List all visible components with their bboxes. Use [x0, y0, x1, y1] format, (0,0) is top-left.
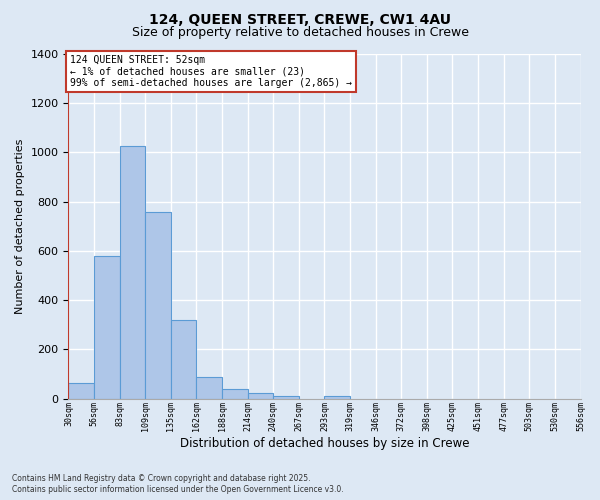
Text: 124 QUEEN STREET: 52sqm
← 1% of detached houses are smaller (23)
99% of semi-det: 124 QUEEN STREET: 52sqm ← 1% of detached…	[70, 55, 352, 88]
Y-axis label: Number of detached properties: Number of detached properties	[15, 138, 25, 314]
Bar	[222, 389, 248, 398]
Bar	[273, 396, 299, 398]
Bar	[145, 212, 171, 398]
Bar	[119, 146, 145, 398]
Bar	[68, 382, 94, 398]
Bar	[248, 392, 273, 398]
Bar	[325, 396, 350, 398]
Bar	[196, 376, 222, 398]
Bar	[94, 256, 119, 398]
Bar	[171, 320, 196, 398]
Text: 124, QUEEN STREET, CREWE, CW1 4AU: 124, QUEEN STREET, CREWE, CW1 4AU	[149, 12, 451, 26]
Text: Size of property relative to detached houses in Crewe: Size of property relative to detached ho…	[131, 26, 469, 39]
X-axis label: Distribution of detached houses by size in Crewe: Distribution of detached houses by size …	[180, 437, 469, 450]
Text: Contains HM Land Registry data © Crown copyright and database right 2025.
Contai: Contains HM Land Registry data © Crown c…	[12, 474, 344, 494]
